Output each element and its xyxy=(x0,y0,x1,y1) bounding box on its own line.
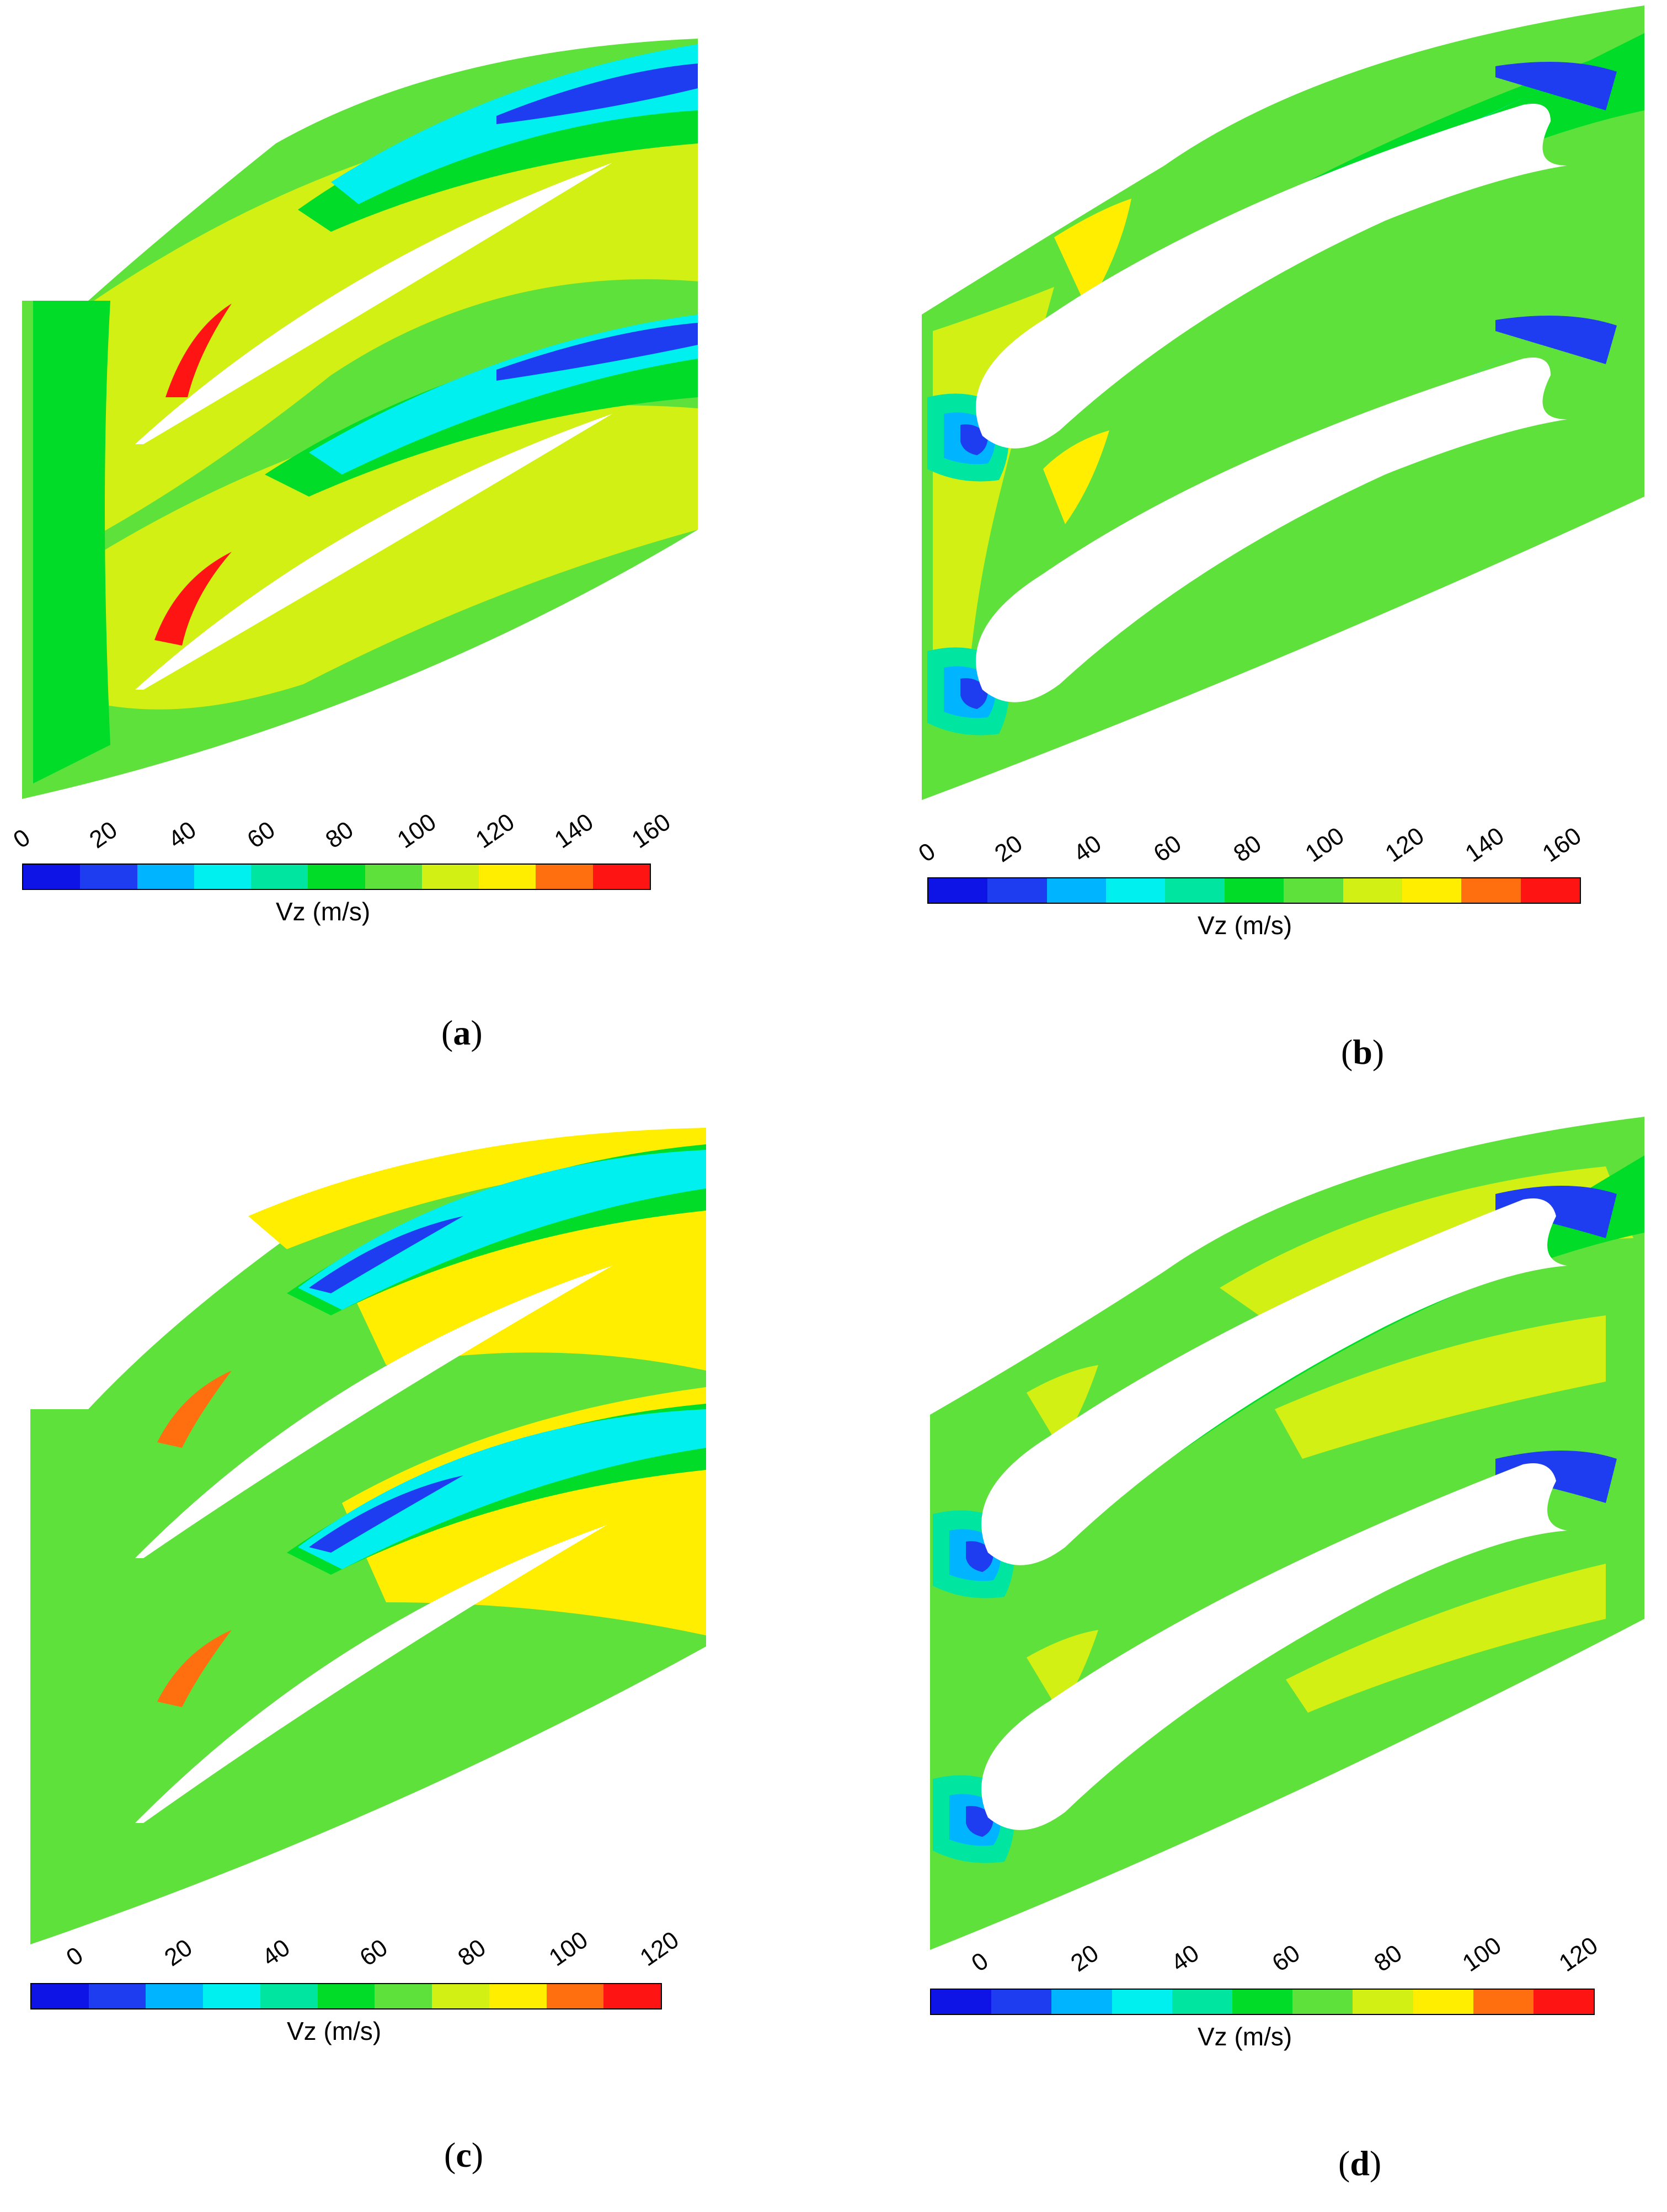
colorbar-cell xyxy=(308,865,365,889)
contour-plot-d xyxy=(930,1117,1644,1950)
colorbar-cell xyxy=(365,865,422,889)
colorbar-cell xyxy=(987,878,1047,903)
colorbar-cell xyxy=(1413,1990,1473,2014)
colorbar-cell xyxy=(146,1984,204,2008)
panel-letter: d xyxy=(1350,2144,1370,2183)
colorbar-d xyxy=(930,1989,1595,2015)
colorbar-a xyxy=(22,864,651,890)
colorbar-cell xyxy=(928,878,988,903)
colorbar-cell xyxy=(421,865,479,889)
colorbar-cell xyxy=(432,1984,489,2008)
colorbar-cell xyxy=(1353,1990,1413,2014)
panel-label: (d) xyxy=(1338,2144,1382,2183)
colorbar-cell xyxy=(931,1990,992,2014)
colorbar-cell xyxy=(137,865,194,889)
panel-b: 0 20 40 60 80 100 120 140 160 Vz (m/s) (… xyxy=(834,0,1667,1106)
colorbar-cell xyxy=(1106,878,1166,903)
panel-d: 0 20 40 60 80 100 120 Vz (m/s) (d) xyxy=(834,1106,1667,2212)
colorbar-cell xyxy=(203,1984,260,2008)
colorbar-cell xyxy=(536,865,593,889)
colorbar-label: Vz (m/s) xyxy=(1198,911,1292,940)
colorbar-cell xyxy=(1224,878,1284,903)
panel-letter: b xyxy=(1353,1032,1372,1072)
colorbar-cell xyxy=(1461,878,1521,903)
panel-label: (b) xyxy=(1341,1032,1385,1072)
panel-c: 0 20 40 60 80 100 120 Vz (m/s) (c) xyxy=(0,1106,834,2212)
colorbar-cell xyxy=(260,1984,318,2008)
contour-plot-b xyxy=(922,6,1644,800)
colorbar-cell xyxy=(23,865,81,889)
colorbar-cell xyxy=(1343,878,1402,903)
contour-plot-a xyxy=(22,39,698,799)
colorbar-cell xyxy=(1533,1990,1594,2014)
colorbar-cell xyxy=(1165,878,1225,903)
colorbar-cell xyxy=(1520,878,1580,903)
panel-label: (a) xyxy=(441,1013,483,1052)
colorbar-cell xyxy=(1046,878,1107,903)
colorbar-b xyxy=(927,877,1581,904)
colorbar-cell xyxy=(194,865,252,889)
colorbar-cell xyxy=(1232,1990,1293,2014)
colorbar-cell xyxy=(603,1984,661,2008)
colorbar-cell xyxy=(1112,1990,1172,2014)
colorbar-cell xyxy=(489,1984,547,2008)
colorbar-label: Vz (m/s) xyxy=(276,897,371,926)
colorbar-cell xyxy=(1402,878,1462,903)
colorbar-cell xyxy=(1284,878,1343,903)
colorbar-label: Vz (m/s) xyxy=(287,2017,382,2045)
colorbar-cell xyxy=(1051,1990,1112,2014)
colorbar-cell xyxy=(317,1984,375,2008)
contour-plot-c xyxy=(30,1128,706,1944)
colorbar-cell xyxy=(88,1984,146,2008)
panel-letter: a xyxy=(453,1013,471,1052)
panel-a: 0 20 40 60 80 100 120 140 160 Vz (m/s) (… xyxy=(0,0,834,1106)
colorbar-cell xyxy=(991,1990,1052,2014)
colorbar-cell xyxy=(251,865,308,889)
colorbar-cell xyxy=(546,1984,604,2008)
colorbar-cell xyxy=(80,865,137,889)
colorbar-cell xyxy=(1292,1990,1353,2014)
colorbar-c xyxy=(30,1983,662,2010)
colorbar-cell xyxy=(479,865,536,889)
colorbar-cell xyxy=(31,1984,89,2008)
colorbar-cell xyxy=(592,865,650,889)
colorbar-cell xyxy=(375,1984,432,2008)
colorbar-cell xyxy=(1172,1990,1232,2014)
panel-label: (c) xyxy=(444,2135,484,2174)
panel-letter: c xyxy=(456,2135,472,2174)
colorbar-cell xyxy=(1473,1990,1534,2014)
colorbar-label: Vz (m/s) xyxy=(1198,2022,1292,2051)
